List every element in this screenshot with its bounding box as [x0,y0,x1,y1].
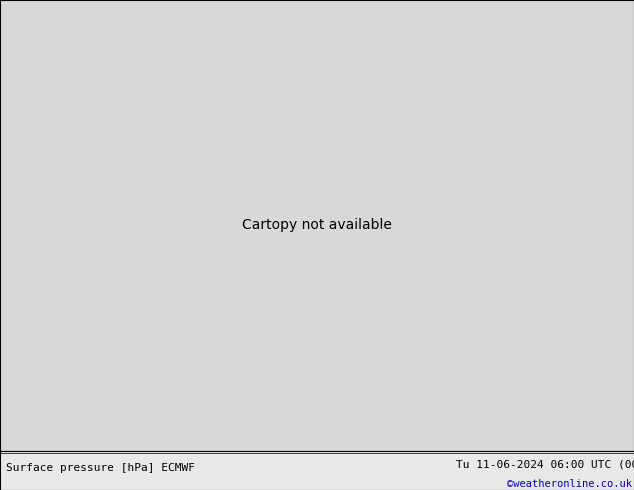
Text: ©weatheronline.co.uk: ©weatheronline.co.uk [507,479,632,489]
Text: Surface pressure [hPa] ECMWF: Surface pressure [hPa] ECMWF [6,464,195,473]
Text: Cartopy not available: Cartopy not available [242,219,392,232]
Text: Tu 11-06-2024 06:00 UTC (00+174): Tu 11-06-2024 06:00 UTC (00+174) [456,460,634,469]
